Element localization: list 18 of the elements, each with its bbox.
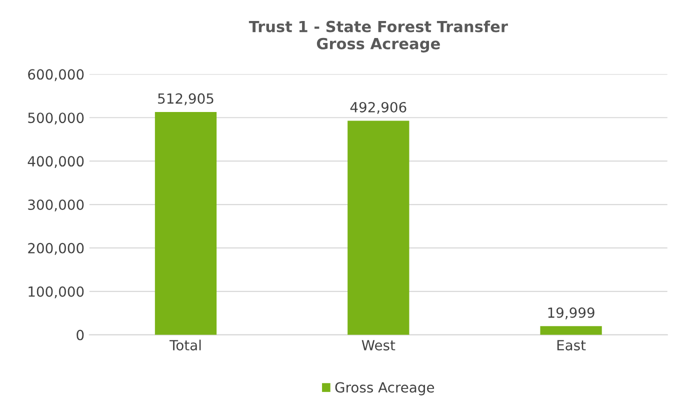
- bar: [348, 120, 410, 335]
- legend-label: Gross Acreage: [335, 382, 434, 396]
- bar: [154, 112, 217, 335]
- y-tick-label: 500,000: [28, 112, 84, 125]
- data-label: 19,999: [548, 307, 594, 320]
- y-tick-label: 200,000: [28, 242, 84, 255]
- data-label: 492,906: [350, 102, 406, 114]
- y-tick-label: 400,000: [28, 156, 84, 168]
- y-tick-label: 600,000: [28, 69, 84, 82]
- y-tick-label: 300,000: [28, 199, 84, 212]
- x-tick-label: Total: [170, 340, 201, 350]
- x-tick-label: West: [362, 340, 396, 350]
- y-tick-label: 0: [76, 330, 84, 340]
- bar: [540, 326, 602, 335]
- data-label: 512,905: [158, 93, 214, 106]
- x-tick-label: East: [557, 340, 586, 350]
- y-tick-label: 100,000: [28, 286, 84, 298]
- chart-title: Trust 1 - State Forest Transfer Gross Acreage: [248, 20, 508, 52]
